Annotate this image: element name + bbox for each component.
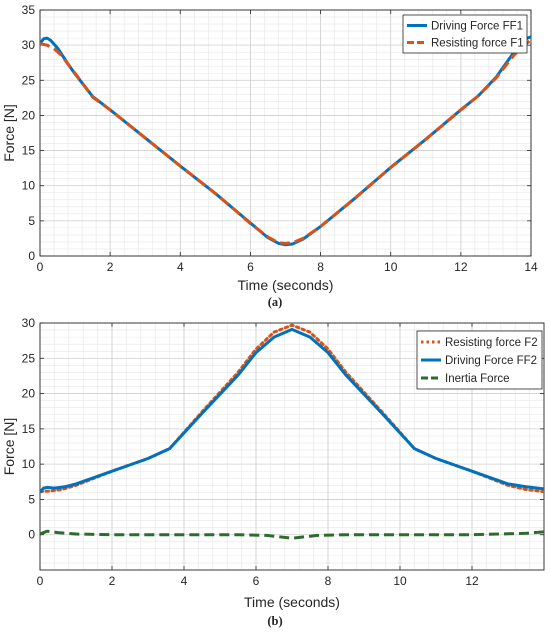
legend-label: Resisting force F2 bbox=[445, 337, 538, 349]
y-tick-label: 30 bbox=[22, 38, 36, 52]
legend-label: Driving Force FF2 bbox=[445, 355, 537, 367]
y-axis-label: Force [N] bbox=[1, 418, 17, 476]
x-tick-label: 4 bbox=[181, 574, 188, 588]
x-tick-label: 8 bbox=[325, 574, 332, 588]
series-line bbox=[40, 327, 544, 494]
y-axis-label: Force [N] bbox=[1, 104, 17, 162]
x-tick-label: 6 bbox=[247, 260, 254, 274]
y-tick-label: 5 bbox=[28, 492, 35, 506]
legend: Driving Force FF1 Resisting force F1 bbox=[402, 14, 528, 54]
series-line bbox=[40, 529, 544, 540]
y-tick-label: 20 bbox=[22, 387, 36, 401]
y-tick-label: 15 bbox=[22, 144, 36, 158]
y-tick-label: 25 bbox=[22, 351, 36, 365]
legend-label: Driving Force FF1 bbox=[431, 21, 523, 33]
x-tick-label: 4 bbox=[177, 260, 184, 274]
series-line bbox=[40, 38, 531, 245]
y-tick-label: 0 bbox=[28, 528, 35, 542]
chart-panel-b: 0 2 4 6 8 10 12 0 5 10 15 20 25 30 Resisting force F2 D… bbox=[1, 316, 545, 628]
x-tick-label: 2 bbox=[109, 574, 116, 588]
x-tick-label: 0 bbox=[37, 260, 44, 274]
chart-panel-a: 0 2 4 6 8 10 12 14 0 5 10 15 20 25 30 35 Driving Force F… bbox=[1, 3, 538, 309]
y-tick-label: 25 bbox=[22, 73, 36, 87]
y-tick-label: 10 bbox=[22, 179, 36, 193]
axes-box bbox=[39, 322, 545, 571]
x-tick-label: 10 bbox=[384, 260, 398, 274]
y-tick-label: 10 bbox=[22, 457, 36, 471]
y-tick-label: 20 bbox=[22, 108, 36, 122]
series-group bbox=[40, 35, 531, 247]
panel-caption: (b) bbox=[267, 614, 282, 628]
legend-label: Inertia Force bbox=[445, 373, 510, 385]
x-tick-label: 10 bbox=[393, 574, 407, 588]
x-axis-label: Time (seconds) bbox=[244, 594, 340, 610]
y-tick-label: 0 bbox=[28, 249, 35, 263]
legend-box bbox=[402, 14, 528, 54]
legend: Resisting force F2 Driving Force FF2 Inert… bbox=[416, 330, 543, 390]
x-tick-label: 0 bbox=[37, 574, 44, 588]
x-axis-label: Time (seconds) bbox=[238, 277, 334, 293]
y-tick-label: 15 bbox=[22, 422, 36, 436]
x-tick-label: 8 bbox=[317, 260, 324, 274]
legend-label: Resisting force F1 bbox=[431, 38, 524, 50]
y-tick-label: 5 bbox=[28, 214, 35, 228]
axes-box bbox=[39, 9, 532, 257]
x-tick-label: 12 bbox=[454, 260, 468, 274]
x-tick-label: 14 bbox=[524, 260, 538, 274]
panel-caption: (a) bbox=[268, 295, 283, 309]
y-tick-label: 35 bbox=[22, 3, 36, 17]
x-tick-label: 6 bbox=[253, 574, 260, 588]
x-tick-label: 12 bbox=[465, 574, 479, 588]
series-group bbox=[40, 323, 544, 540]
x-tick-label: 2 bbox=[107, 260, 114, 274]
y-tick-label: 30 bbox=[22, 316, 36, 330]
